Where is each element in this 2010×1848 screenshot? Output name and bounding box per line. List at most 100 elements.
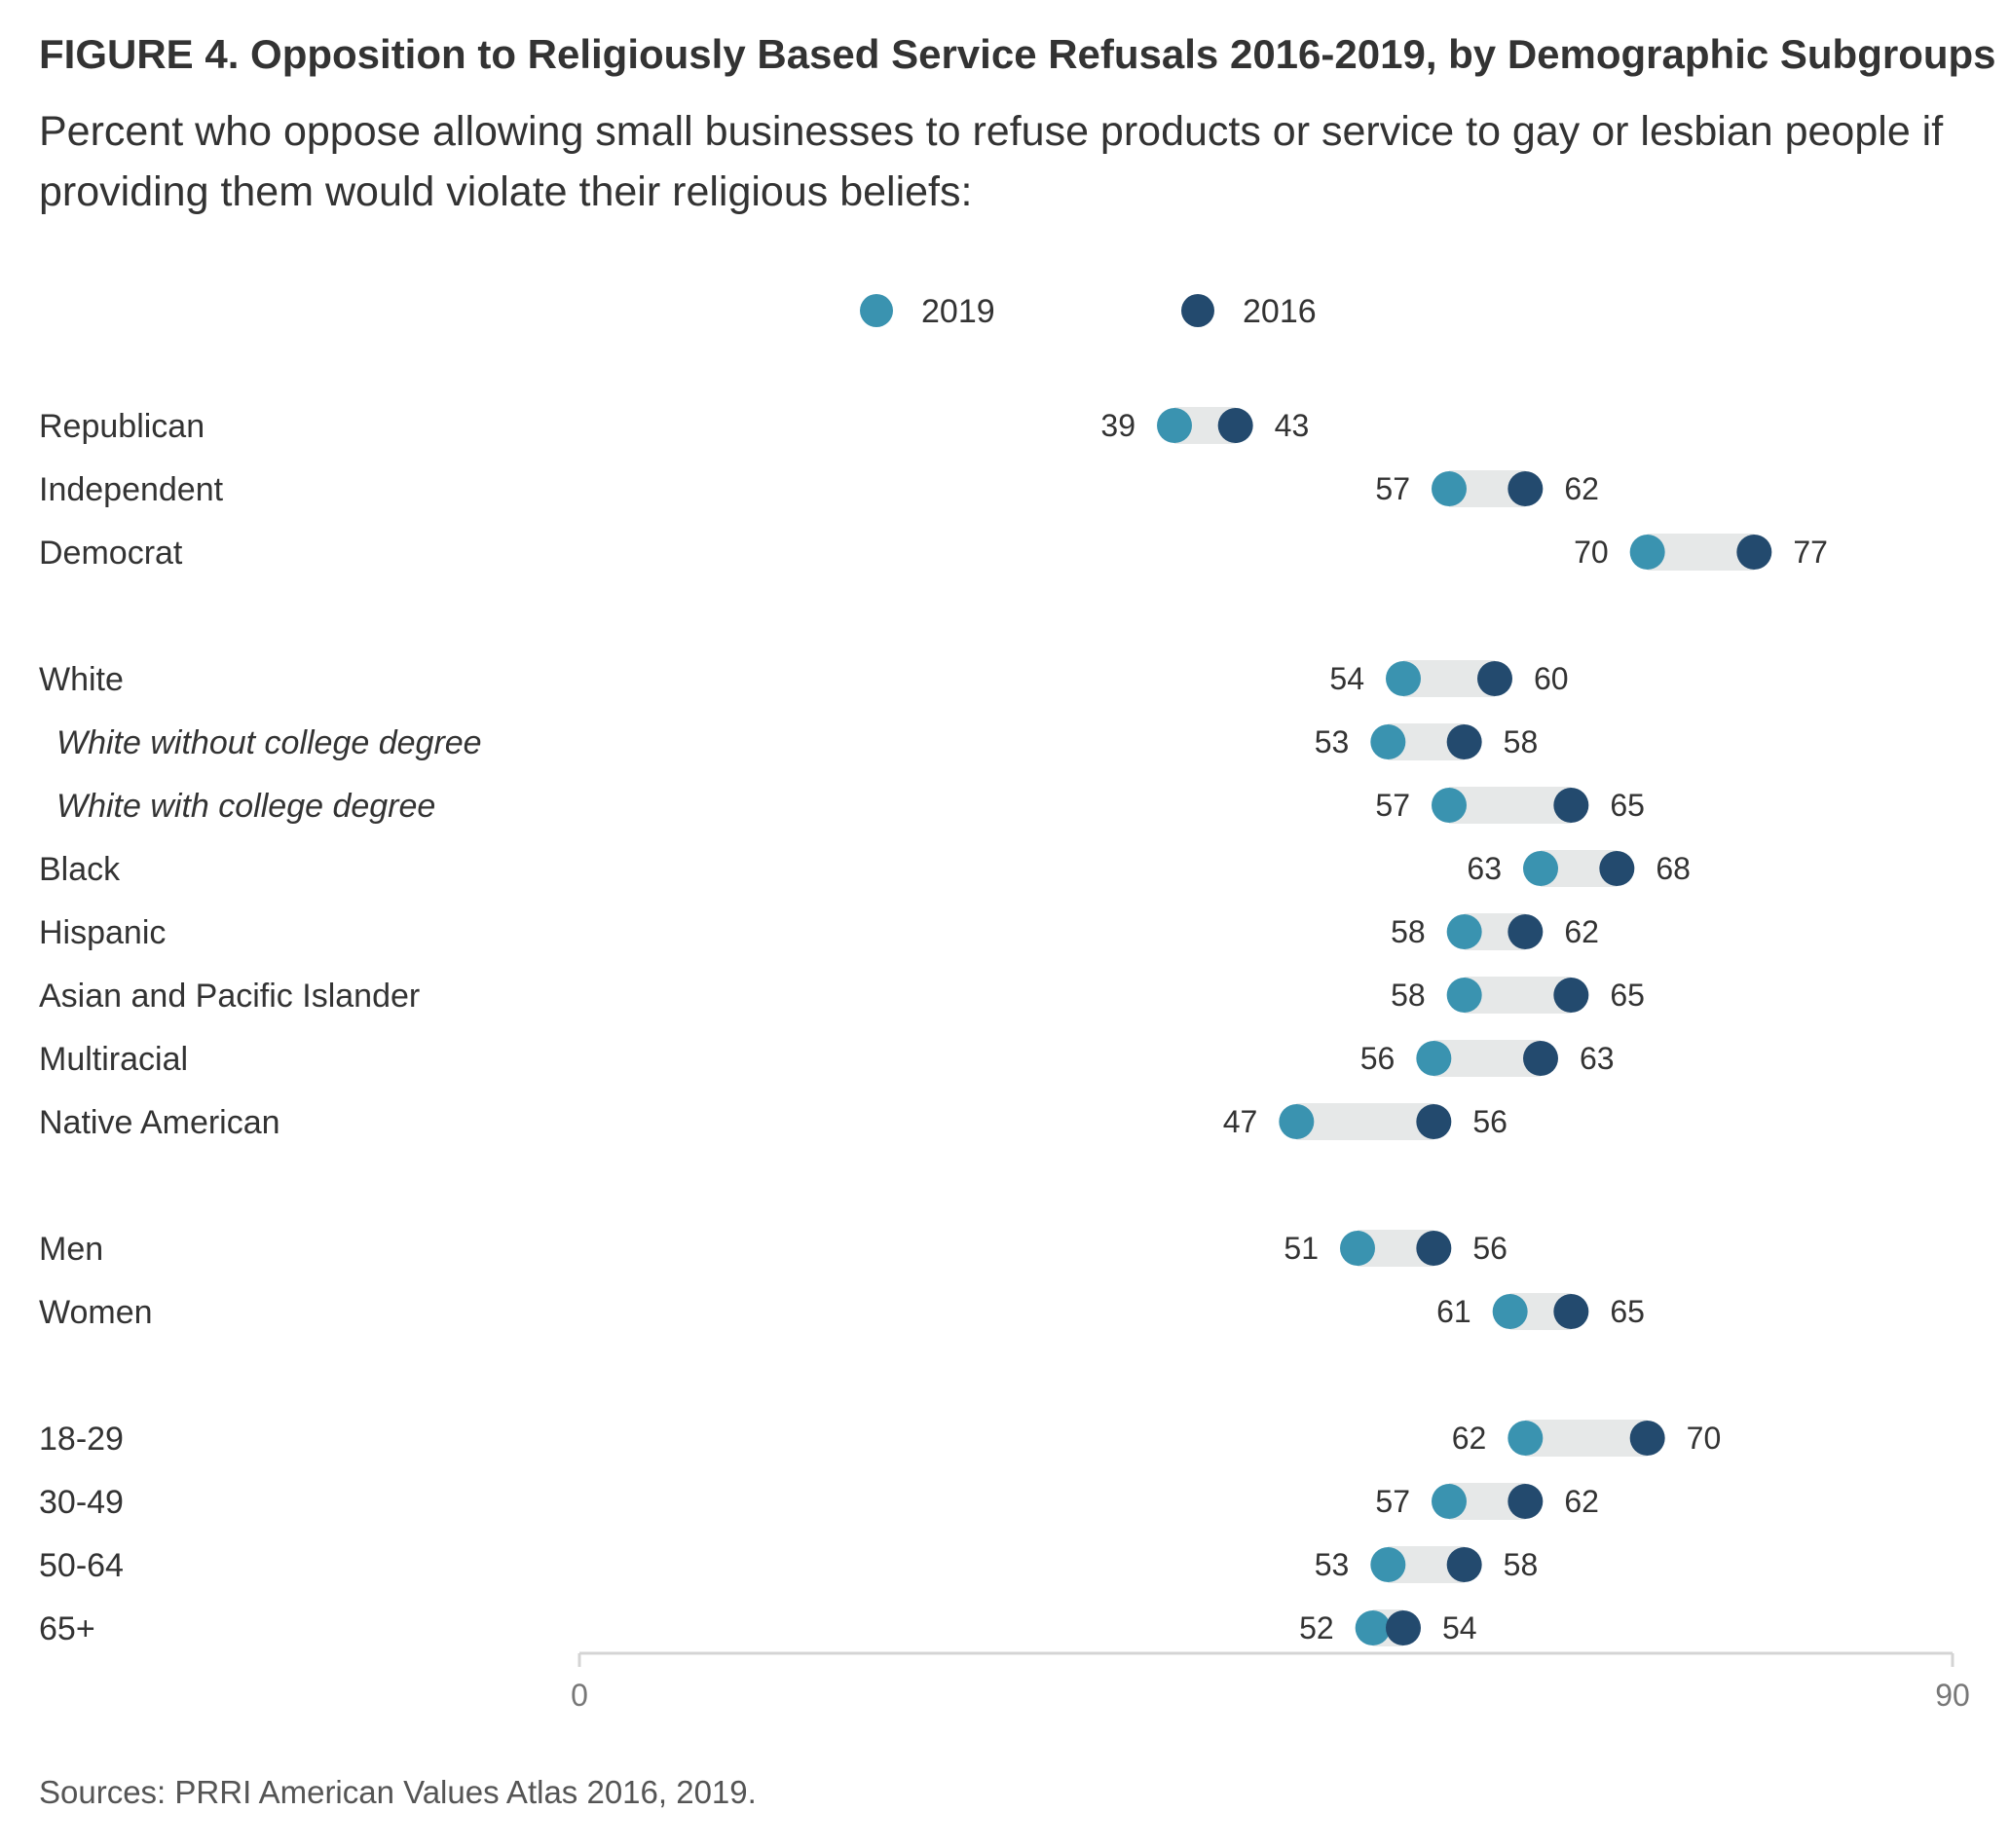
value-label-2016: 56 — [1472, 1231, 1508, 1266]
value-label-2019: 39 — [1100, 408, 1135, 443]
point-2019 — [1416, 1041, 1452, 1076]
chart-rows: Republican 39 43 Independent 57 62 Democrat 70 7… — [39, 407, 1828, 1647]
value-label-2019: 56 — [1360, 1041, 1396, 1076]
point-2016 — [1523, 1041, 1558, 1076]
table-row: Native American 47 56 — [39, 1103, 1508, 1141]
table-row: 50-64 53 58 — [39, 1546, 1538, 1584]
range-bar — [1464, 977, 1572, 1014]
table-row: Black 63 68 — [39, 850, 1691, 888]
table-row: Hispanic 58 62 — [39, 913, 1599, 951]
point-2019 — [1355, 1610, 1391, 1645]
row-label: 65+ — [39, 1610, 95, 1647]
point-2019 — [1157, 408, 1192, 443]
point-2016 — [1508, 914, 1544, 949]
table-row: Women 61 65 — [39, 1293, 1645, 1331]
point-2019 — [1432, 1484, 1467, 1519]
point-2016 — [1508, 471, 1544, 506]
row-label: Democrat — [39, 535, 183, 572]
point-2016 — [1629, 1421, 1665, 1456]
point-2016 — [1446, 724, 1482, 759]
range-bar — [1647, 534, 1755, 571]
point-2016 — [1553, 978, 1589, 1013]
row-label: Independent — [39, 471, 224, 508]
point-2016 — [1477, 661, 1512, 696]
value-label-2019: 62 — [1452, 1421, 1487, 1456]
value-label-2016: 43 — [1275, 408, 1310, 443]
value-label-2016: 58 — [1504, 724, 1539, 759]
value-label-2016: 56 — [1472, 1104, 1508, 1139]
value-label-2016: 65 — [1610, 978, 1645, 1013]
legend-label-2016: 2016 — [1243, 293, 1317, 330]
row-label: Native American — [39, 1104, 280, 1141]
value-label-2016: 58 — [1504, 1547, 1539, 1582]
table-row: 65+ 52 54 — [39, 1609, 1477, 1647]
value-label-2016: 65 — [1610, 788, 1645, 823]
value-label-2016: 60 — [1534, 661, 1569, 696]
row-label: White — [39, 661, 124, 698]
row-label: Republican — [39, 408, 205, 445]
table-row: Men 51 56 — [39, 1230, 1508, 1268]
value-label-2019: 51 — [1284, 1231, 1319, 1266]
row-label: 18-29 — [39, 1421, 124, 1458]
table-row: White without college degree 53 58 — [56, 723, 1538, 761]
range-bar — [1296, 1103, 1434, 1140]
point-2016 — [1416, 1104, 1452, 1139]
point-2019 — [1523, 851, 1558, 886]
value-label-2016: 65 — [1610, 1294, 1645, 1329]
point-2016 — [1736, 535, 1772, 570]
row-label: 50-64 — [39, 1547, 124, 1584]
point-2019 — [1629, 535, 1665, 570]
value-label-2019: 58 — [1391, 914, 1426, 949]
source-note: Sources: PRRI American Values Atlas 2016… — [39, 1774, 757, 1810]
point-2019 — [1446, 978, 1482, 1013]
legend-swatch-2019 — [860, 294, 893, 327]
point-2019 — [1508, 1421, 1544, 1456]
row-label: Hispanic — [39, 914, 166, 951]
point-2019 — [1340, 1231, 1375, 1266]
value-label-2019: 57 — [1375, 471, 1410, 506]
table-row: White with college degree 57 65 — [56, 787, 1645, 825]
row-label: White with college degree — [56, 788, 435, 825]
legend: 2019 2016 — [860, 293, 1317, 330]
value-label-2019: 63 — [1467, 851, 1502, 886]
row-label: Multiracial — [39, 1041, 188, 1078]
point-2016 — [1599, 851, 1635, 886]
value-label-2019: 61 — [1436, 1294, 1471, 1329]
value-label-2016: 62 — [1564, 914, 1599, 949]
point-2019 — [1370, 724, 1406, 759]
value-label-2016: 70 — [1687, 1421, 1722, 1456]
table-row: Democrat 70 77 — [39, 534, 1828, 572]
row-label: Women — [39, 1294, 153, 1331]
row-label: 30-49 — [39, 1484, 124, 1521]
value-label-2016: 62 — [1564, 471, 1599, 506]
value-label-2016: 77 — [1793, 535, 1828, 570]
value-label-2019: 47 — [1223, 1104, 1258, 1139]
value-label-2016: 62 — [1564, 1484, 1599, 1519]
table-row: Asian and Pacific Islander 58 65 — [39, 977, 1645, 1015]
point-2019 — [1446, 914, 1482, 949]
point-2016 — [1386, 1610, 1421, 1645]
table-row: 30-49 57 62 — [39, 1483, 1599, 1521]
point-2019 — [1432, 471, 1467, 506]
point-2019 — [1279, 1104, 1315, 1139]
legend-swatch-2016 — [1181, 294, 1214, 327]
row-label: Men — [39, 1231, 103, 1268]
table-row: Independent 57 62 — [39, 470, 1599, 508]
row-label: White without college degree — [56, 724, 482, 761]
value-label-2016: 63 — [1580, 1041, 1615, 1076]
table-row: Multiracial 56 63 — [39, 1040, 1615, 1078]
point-2016 — [1553, 1294, 1589, 1329]
value-label-2019: 53 — [1315, 724, 1350, 759]
point-2016 — [1553, 788, 1589, 823]
point-2016 — [1446, 1547, 1482, 1582]
point-2016 — [1416, 1231, 1452, 1266]
point-2019 — [1386, 661, 1421, 696]
value-label-2019: 54 — [1329, 661, 1364, 696]
x-axis: 0 90 — [571, 1651, 1970, 1713]
table-row: 18-29 62 70 — [39, 1420, 1721, 1458]
legend-label-2019: 2019 — [921, 293, 995, 330]
x-tick-label-90: 90 — [1935, 1678, 1970, 1713]
range-bar — [1449, 787, 1572, 824]
point-2019 — [1370, 1547, 1406, 1582]
value-label-2016: 68 — [1656, 851, 1691, 886]
